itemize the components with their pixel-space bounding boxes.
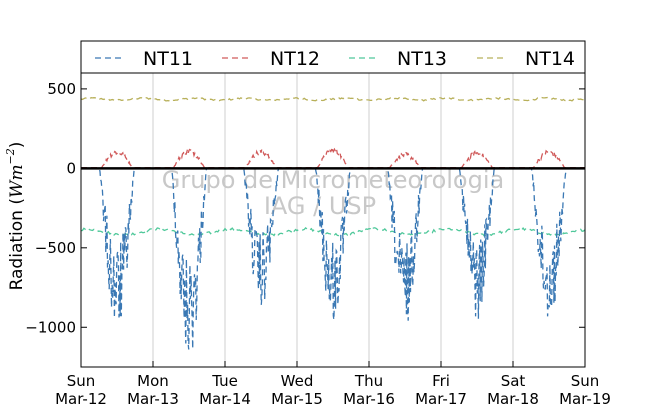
legend: NT11 NT12 NT13 NT14 <box>81 48 585 74</box>
series-layer <box>80 96 586 350</box>
y-axis-label-unit: Wm <box>7 164 27 198</box>
series-line-nt11 <box>81 167 580 350</box>
x-tick-label-date: Mar-18 <box>487 390 539 408</box>
series-line-nt14 <box>80 96 586 102</box>
x-tick-label-day: Sat <box>501 372 526 390</box>
y-axis-label-exp: −2 <box>4 148 17 164</box>
legend-label-nt11: NT11 <box>143 48 193 70</box>
watermark: Grupo de Micrometeorologia IAG / USP <box>162 166 504 220</box>
series-line-nt13 <box>80 226 586 237</box>
y-axis: 500 0 −500 −1000 <box>25 80 585 336</box>
x-tick-label-day: Sun <box>571 372 600 390</box>
y-axis-label-close: ) <box>7 142 27 149</box>
y-tick-label: 500 <box>47 80 76 98</box>
x-tick-label-date: Mar-16 <box>343 390 395 408</box>
x-tick-label-day: Sun <box>67 372 96 390</box>
x-tick-label-day: Thu <box>354 372 383 390</box>
legend-label-nt13: NT13 <box>397 48 447 70</box>
y-tick-label: 0 <box>66 159 76 177</box>
plot-frame <box>80 40 586 368</box>
y-tick-label: −500 <box>35 239 76 257</box>
legend-label-nt14: NT14 <box>525 48 575 70</box>
y-tick-label: −1000 <box>25 318 76 336</box>
x-tick-label-date: Mar-19 <box>559 390 611 408</box>
x-axis: SunMar-12MonMar-13TueMar-14WedMar-15ThuM… <box>55 361 611 408</box>
x-tick-label-date: Mar-13 <box>127 390 179 408</box>
y-axis-label-main: Radiation ( <box>7 198 27 290</box>
x-tick-label-day: Wed <box>281 372 314 390</box>
x-tick-label-day: Fri <box>432 372 450 390</box>
x-tick-label-date: Mar-12 <box>55 390 107 408</box>
x-tick-label-day: Tue <box>211 372 238 390</box>
x-tick-label-date: Mar-17 <box>415 390 467 408</box>
legend-label-nt12: NT12 <box>270 48 320 70</box>
watermark-line-1: Grupo de Micrometeorologia <box>162 166 504 194</box>
y-axis-label: Radiation (Wm−2) <box>4 142 27 291</box>
x-tick-label-day: Mon <box>137 372 169 390</box>
x-tick-label-date: Mar-14 <box>199 390 251 408</box>
grid-lines <box>152 73 514 367</box>
x-tick-label-date: Mar-15 <box>271 390 323 408</box>
